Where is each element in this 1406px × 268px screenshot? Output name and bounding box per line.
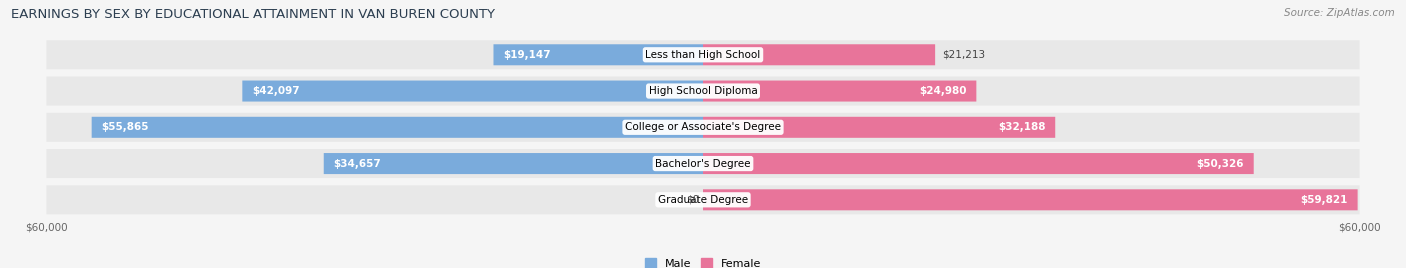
Text: Less than High School: Less than High School — [645, 50, 761, 60]
FancyBboxPatch shape — [46, 77, 1360, 106]
FancyBboxPatch shape — [91, 117, 703, 138]
FancyBboxPatch shape — [703, 189, 1358, 210]
Text: $34,657: $34,657 — [333, 159, 381, 169]
Text: $55,865: $55,865 — [101, 122, 149, 132]
Text: Graduate Degree: Graduate Degree — [658, 195, 748, 205]
Text: $32,188: $32,188 — [998, 122, 1046, 132]
Text: $0: $0 — [686, 195, 700, 205]
FancyBboxPatch shape — [46, 185, 1360, 214]
Text: High School Diploma: High School Diploma — [648, 86, 758, 96]
FancyBboxPatch shape — [242, 80, 703, 102]
Text: $50,326: $50,326 — [1197, 159, 1244, 169]
FancyBboxPatch shape — [46, 149, 1360, 178]
FancyBboxPatch shape — [46, 40, 1360, 69]
Text: Source: ZipAtlas.com: Source: ZipAtlas.com — [1284, 8, 1395, 18]
FancyBboxPatch shape — [703, 153, 1254, 174]
Text: $42,097: $42,097 — [252, 86, 299, 96]
FancyBboxPatch shape — [703, 80, 976, 102]
FancyBboxPatch shape — [703, 44, 935, 65]
Text: $59,821: $59,821 — [1301, 195, 1348, 205]
FancyBboxPatch shape — [494, 44, 703, 65]
Text: $21,213: $21,213 — [942, 50, 984, 60]
Text: EARNINGS BY SEX BY EDUCATIONAL ATTAINMENT IN VAN BUREN COUNTY: EARNINGS BY SEX BY EDUCATIONAL ATTAINMEN… — [11, 8, 495, 21]
Text: $19,147: $19,147 — [503, 50, 551, 60]
Legend: Male, Female: Male, Female — [641, 254, 765, 268]
FancyBboxPatch shape — [323, 153, 703, 174]
FancyBboxPatch shape — [703, 117, 1056, 138]
Text: $24,980: $24,980 — [920, 86, 966, 96]
FancyBboxPatch shape — [46, 113, 1360, 142]
Text: College or Associate's Degree: College or Associate's Degree — [626, 122, 780, 132]
Text: Bachelor's Degree: Bachelor's Degree — [655, 159, 751, 169]
